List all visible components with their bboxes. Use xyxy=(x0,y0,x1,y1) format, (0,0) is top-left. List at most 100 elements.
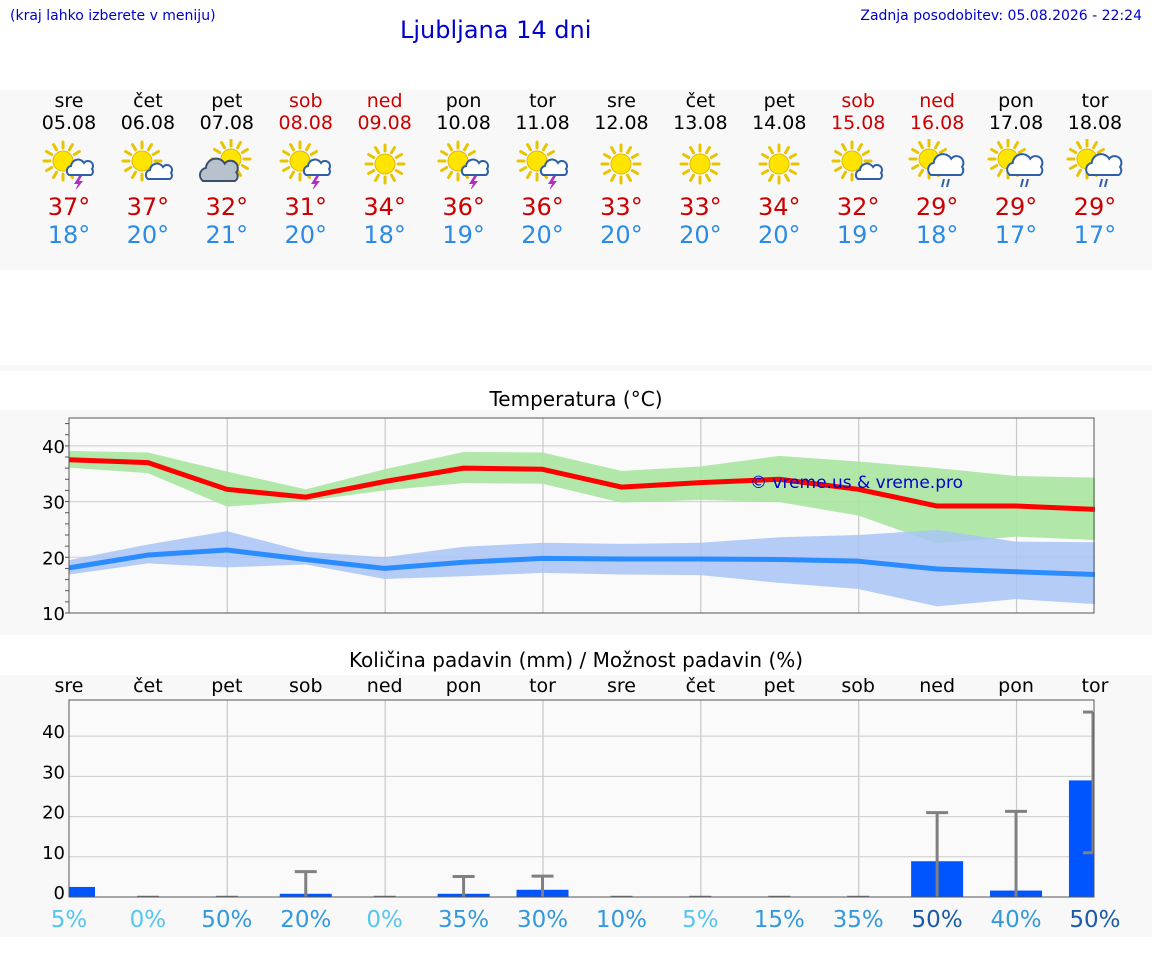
day-name: ned xyxy=(366,90,403,112)
max-temperature: 32° xyxy=(205,193,249,221)
day-date: 06.08 xyxy=(120,112,176,134)
max-temperature: 29° xyxy=(1073,193,1117,221)
day-name: tor xyxy=(529,90,556,112)
day-name: pet xyxy=(211,90,243,112)
watermark: © vreme.us & vreme.pro xyxy=(750,473,963,493)
day-name: sob xyxy=(288,90,323,112)
y-tick-label: 20 xyxy=(42,803,65,824)
category-label: pon xyxy=(998,675,1034,697)
sun-cloud-thunder-icon xyxy=(266,134,346,194)
y-tick-label: 40 xyxy=(42,722,65,743)
min-temperature: 18° xyxy=(915,221,959,249)
precipitation-chart-title: Količina padavin (mm) / Možnost padavin … xyxy=(348,648,804,672)
day-name: pet xyxy=(763,90,795,112)
day-date: 14.08 xyxy=(752,112,807,134)
min-temperature: 20° xyxy=(521,221,564,249)
category-label: pet xyxy=(211,675,242,697)
day-name: čet xyxy=(133,90,163,112)
day-date: 13.08 xyxy=(673,112,728,134)
day-column: čet 06.08 37° 20° xyxy=(108,90,188,249)
category-label: čet xyxy=(133,675,163,697)
category-label: sob xyxy=(289,675,323,697)
category-label: pet xyxy=(764,675,795,697)
category-label: tor xyxy=(1082,675,1109,697)
precipitation-probability: 50% xyxy=(912,907,963,933)
precipitation-probability: 50% xyxy=(1069,907,1120,933)
y-tick-label: 40 xyxy=(42,437,65,458)
min-temperature: 20° xyxy=(284,221,328,249)
category-label: čet xyxy=(686,675,716,697)
min-temperature: 18° xyxy=(363,221,406,249)
max-temperature: 29° xyxy=(994,193,1038,221)
sun-icon xyxy=(345,134,425,194)
day-date: 09.08 xyxy=(357,112,412,134)
min-temperature: 20° xyxy=(757,221,801,249)
precipitation-chart: sre čet pet sob ned pon tor sre čet pet sob ned pon t… xyxy=(42,675,1120,933)
category-label: ned xyxy=(367,675,403,697)
day-column: ned 09.08 34° 18° xyxy=(345,90,425,249)
max-temperature: 34° xyxy=(757,193,801,221)
min-temperature: 19° xyxy=(442,221,485,249)
day-name: tor xyxy=(1081,90,1109,112)
max-temperature: 31° xyxy=(284,193,328,221)
temperature-chart-title: Temperatura (°C) xyxy=(489,387,663,411)
sun-cloud-rain-icon xyxy=(897,134,977,194)
sun-icon xyxy=(581,134,661,194)
day-column: tor 11.08 36° 20° xyxy=(503,90,583,249)
category-label: ned xyxy=(919,675,955,697)
day-column: pet 14.08 34° 20° xyxy=(739,90,819,249)
min-temp-line xyxy=(68,547,1096,578)
sun-cloud-thunder-icon xyxy=(29,134,109,194)
y-tick-label: 0 xyxy=(54,883,65,904)
sun-icon xyxy=(739,134,819,194)
category-label: sre xyxy=(55,675,84,697)
precipitation-probability: 35% xyxy=(438,907,489,933)
min-temperature: 17° xyxy=(1073,221,1117,249)
plot-frame xyxy=(68,417,1095,614)
y-tick-label: 10 xyxy=(42,843,65,864)
precipitation-probability: 20% xyxy=(280,907,331,933)
plot-frame xyxy=(68,699,1095,898)
day-column: sre 12.08 33° 20° xyxy=(581,90,661,249)
y-tick-label: 30 xyxy=(42,762,65,783)
category-label: tor xyxy=(529,675,556,697)
forecast-strip xyxy=(0,90,1152,270)
precipitation-probability: 5% xyxy=(682,907,719,933)
precipitation-probability: 40% xyxy=(990,907,1041,933)
max-temperature: 36° xyxy=(442,193,485,221)
precipitation-bar xyxy=(69,886,95,897)
precipitation-bar xyxy=(1068,780,1094,897)
precipitation-probability: 15% xyxy=(754,907,805,933)
min-temperature: 20° xyxy=(126,221,170,249)
precipitation-probability: 10% xyxy=(596,907,647,933)
sun-cloud-thunder-icon xyxy=(503,134,583,194)
min-temperature: 21° xyxy=(205,221,249,249)
precipitation-probability: 35% xyxy=(833,907,884,933)
max-temperature: 33° xyxy=(679,193,722,221)
min-temperature: 20° xyxy=(679,221,722,249)
max-temperature: 37° xyxy=(47,193,91,221)
day-date: 05.08 xyxy=(41,112,97,134)
min-temperature: 17° xyxy=(994,221,1038,249)
day-column: ned 16.08 29° 18° xyxy=(897,90,977,249)
sun-small-cloud-icon xyxy=(108,134,188,194)
min-temperature: 20° xyxy=(600,221,643,249)
day-column: pon 10.08 36° 19° xyxy=(424,90,504,249)
max-temperature: 32° xyxy=(836,193,880,221)
day-name: sre xyxy=(54,90,84,112)
separator xyxy=(0,365,1152,371)
day-name: sre xyxy=(606,90,636,112)
max-temperature: 36° xyxy=(521,193,564,221)
max-temperature: 33° xyxy=(600,193,643,221)
sun-small-cloud-icon xyxy=(818,134,898,194)
day-column: čet 13.08 33° 20° xyxy=(660,90,740,249)
precipitation-probability: 5% xyxy=(51,907,88,933)
day-date: 12.08 xyxy=(594,112,649,134)
max-temp-line xyxy=(68,457,1096,512)
category-label: sre xyxy=(607,675,636,697)
sun-icon xyxy=(660,134,740,194)
page-title: Ljubljana 14 dni xyxy=(400,16,592,44)
sun-cloud-rain-icon xyxy=(976,134,1056,194)
day-date: 08.08 xyxy=(278,112,333,134)
day-column: pon 17.08 29° 17° xyxy=(976,90,1056,249)
